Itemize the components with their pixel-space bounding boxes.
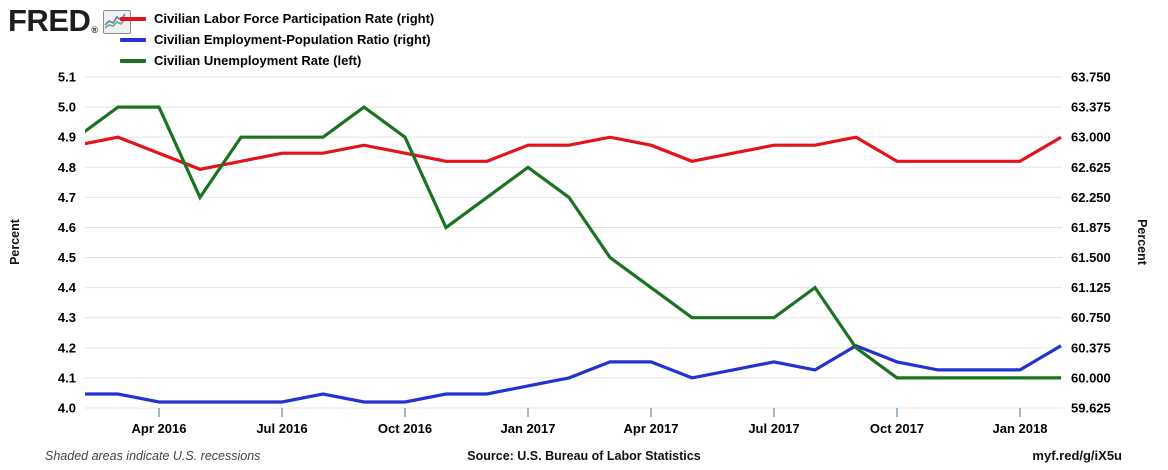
series-line-civilian-employment-population-ratio-right [85, 344, 1062, 404]
fred-logo-text: FRED [8, 3, 91, 38]
legend-item-3: Civilian Unemployment Rate (left) [120, 50, 434, 71]
y-axis-tick-label-right: 60.000 [1071, 370, 1111, 385]
y-axis-tick-label-right: 60.375 [1071, 340, 1111, 355]
y-axis-tick-label-right: 61.125 [1071, 280, 1111, 295]
permalink[interactable]: myf.red/g/iX5u [1032, 448, 1122, 463]
x-axis-tick-label: Jul 2017 [748, 421, 799, 436]
x-axis-tick-label: Jan 2017 [501, 421, 556, 436]
x-axis-tick-label: Apr 2017 [624, 421, 679, 436]
y-axis-tick-label-left: 4.7 [58, 190, 76, 205]
legend-item-1: Civilian Labor Force Participation Rate … [120, 8, 434, 29]
line-chart-icon [103, 10, 132, 34]
y-axis-tick-label-left: 4.6 [58, 220, 76, 235]
chart-legend: Civilian Labor Force Participation Rate … [120, 8, 434, 71]
legend-label: Civilian Employment-Population Ratio (ri… [154, 32, 431, 47]
y-axis-tick-label-right: 59.625 [1071, 401, 1111, 416]
y-axis-tick-label-left: 4.5 [58, 250, 76, 265]
legend-label: Civilian Labor Force Participation Rate … [154, 11, 435, 26]
fred-logo: FRED ® [8, 3, 132, 38]
y-axis-tick-label-left: 5.1 [58, 70, 76, 85]
legend-item-2: Civilian Employment-Population Ratio (ri… [120, 29, 434, 50]
y-axis-tick-label-left: 5.0 [58, 100, 76, 115]
y-axis-tick-label-left: 4.8 [58, 160, 76, 175]
y-axis-title-left: Percent [8, 218, 22, 265]
y-axis-tick-label-left: 4.9 [58, 130, 76, 145]
y-axis-tick-label-left: 4.1 [58, 370, 76, 385]
y-axis-tick-label-left: 4.2 [58, 340, 76, 355]
y-axis-tick-label-right: 61.500 [1071, 250, 1111, 265]
x-axis-tick-label: Oct 2017 [870, 421, 924, 436]
y-axis-tick-label-right: 60.750 [1071, 310, 1111, 325]
legend-swatch [120, 58, 146, 63]
legend-swatch [120, 37, 146, 42]
y-axis-tick-label-right: 63.000 [1071, 130, 1111, 145]
y-axis-tick-label-right: 62.250 [1071, 190, 1111, 205]
data-source-label: Source: U.S. Bureau of Labor Statistics [467, 449, 701, 463]
x-axis-tick-label: Apr 2016 [132, 421, 187, 436]
y-axis-tick-label-right: 63.750 [1071, 70, 1111, 85]
y-axis-tick-label-right: 61.875 [1071, 220, 1111, 235]
y-axis-tick-label-left: 4.4 [58, 280, 77, 295]
x-axis-tick-label: Jul 2016 [256, 421, 307, 436]
registered-trademark: ® [91, 25, 99, 35]
series-line-civilian-unemployment-rate-left [85, 105, 1061, 380]
y-axis-tick-label-left: 4.0 [58, 401, 76, 416]
y-axis-tick-label-left: 4.3 [58, 310, 76, 325]
series-line-civilian-labor-force-participation-rate-right [85, 135, 1062, 171]
y-axis-title-right: Percent [1135, 219, 1149, 266]
x-axis-tick-label: Jan 2018 [993, 421, 1048, 436]
x-axis-tick-label: Oct 2016 [378, 421, 432, 436]
legend-swatch [120, 16, 146, 21]
legend-label: Civilian Unemployment Rate (left) [154, 53, 362, 68]
y-axis-tick-label-right: 62.625 [1071, 160, 1111, 175]
y-axis-tick-label-right: 63.375 [1071, 100, 1111, 115]
recession-note: Shaded areas indicate U.S. recessions [45, 449, 261, 463]
